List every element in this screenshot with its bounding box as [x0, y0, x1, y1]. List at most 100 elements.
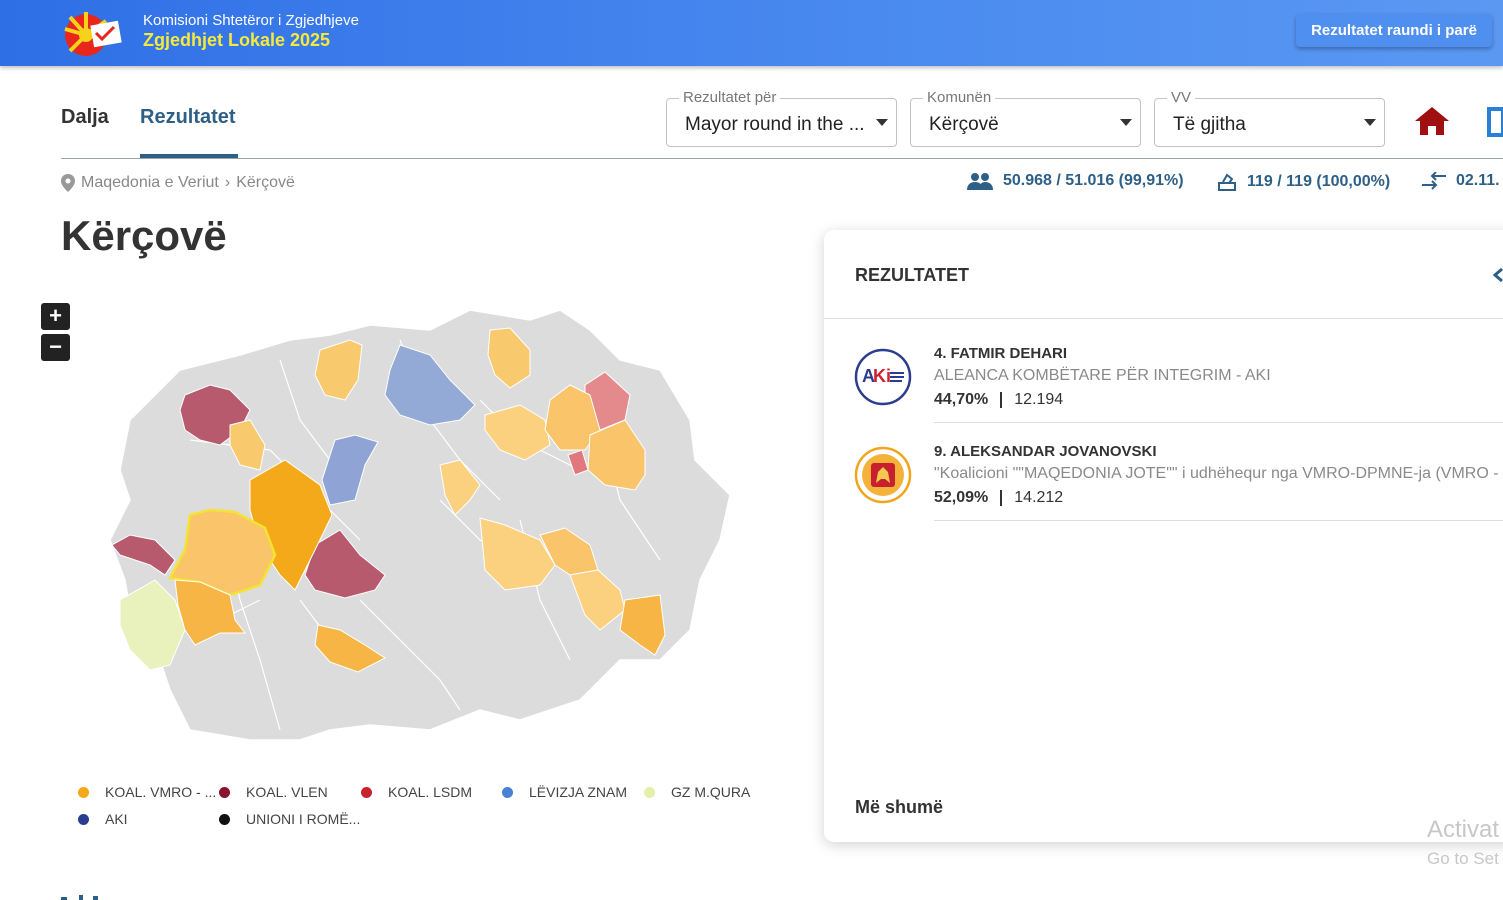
updated-stat: 02.11. — [1422, 172, 1500, 190]
chevron-down-icon — [1364, 119, 1376, 126]
region-vmro-south-east — [619, 594, 666, 656]
zoom-out-button[interactable]: − — [41, 334, 70, 361]
svg-text:A: A — [862, 366, 875, 386]
location-pin-icon — [61, 174, 75, 192]
municipality-value: Kërçovë — [929, 114, 999, 135]
region-vmro-center-2 — [479, 517, 556, 591]
legend-label: GZ M.QURA — [671, 784, 751, 800]
panel-divider — [824, 318, 1503, 319]
candidate-divider — [934, 520, 1503, 521]
candidate-stats: 44,70% 12.194 — [934, 391, 1063, 409]
map-book-icon[interactable] — [1486, 107, 1503, 137]
legend-item[interactable]: AKI — [78, 811, 128, 827]
polling-stations-stat: 119 / 119 (100,00%) — [1217, 172, 1390, 192]
chevron-right-icon: › — [224, 174, 231, 191]
region-vlen-west — [111, 534, 176, 576]
candidate-percent: 44,70% — [934, 391, 989, 408]
region-vmro-center-1 — [439, 459, 481, 516]
chevron-down-icon — [1120, 119, 1132, 126]
page-title: Kërçovë — [61, 212, 227, 259]
results-for-select[interactable]: Rezultatet për Mayor round in the ... — [666, 89, 897, 147]
kshz-logo — [64, 12, 122, 56]
tab-results[interactable]: Rezultatet — [140, 106, 236, 128]
stats-separator — [1000, 490, 1003, 506]
legend-item[interactable]: KOAL. LSDM — [361, 784, 472, 800]
commission-name: Komisioni Shtetëror i Zgjedhjeve — [143, 12, 359, 29]
region-znam-center — [321, 434, 379, 506]
legend-dot — [644, 786, 655, 798]
candidate-percent: 52,09% — [934, 489, 989, 506]
region-vmro-east-1 — [484, 404, 551, 461]
results-title: REZULTATET — [855, 265, 969, 285]
stats-separator — [1000, 392, 1003, 408]
windows-activation-watermark: Activat — [1427, 816, 1500, 843]
legend-dot — [219, 813, 230, 825]
svg-text:Ki: Ki — [873, 366, 891, 386]
region-vlen-kicevo-east — [304, 529, 386, 599]
municipality-select[interactable]: Komunën Kërçovë — [910, 89, 1141, 147]
first-round-results-button[interactable]: Rezultatet raundi i parë — [1296, 14, 1492, 47]
region-znam-north — [384, 344, 476, 426]
chevron-left-icon[interactable] — [1493, 268, 1503, 282]
tabs-divider — [61, 158, 1503, 159]
polling-station-value: Të gjitha — [1173, 114, 1246, 135]
candidate-name: 4. FATMIR DEHARI — [934, 345, 1068, 362]
home-icon[interactable] — [1414, 106, 1450, 136]
candidate-votes: 12.194 — [1014, 391, 1064, 408]
region-vmro-south-3 — [314, 624, 386, 673]
more-link[interactable]: Më shumë — [855, 797, 944, 817]
region-vmro-south-west — [174, 579, 247, 646]
active-tab-indicator — [140, 154, 238, 158]
municipality-label: Komunën — [923, 89, 996, 106]
region-vmro-selected — [168, 508, 277, 597]
region-vmro-north-2 — [487, 327, 531, 389]
legend-item[interactable]: GZ M.QURA — [644, 784, 750, 800]
section-icon — [61, 895, 98, 900]
results-for-label: Rezultatet për — [679, 89, 781, 106]
breadcrumb: Maqedonia e Veriut › Kërçovë — [61, 174, 295, 192]
municipality-map[interactable] — [100, 300, 740, 740]
people-icon — [967, 173, 993, 190]
candidate-party: "Koalicioni ""MAQEDONIA JOTE"" i udhëheq… — [934, 465, 1503, 482]
ballot-box-icon — [1218, 173, 1236, 191]
legend-item[interactable]: UNIONI I ROMË... — [219, 811, 360, 827]
updated-value: 02.11. — [1456, 172, 1500, 189]
legend-label: AKI — [105, 811, 128, 827]
legend-label: KOAL. VMRO - ... — [105, 784, 217, 800]
polling-station-label: VV — [1167, 89, 1196, 106]
legend-label: KOAL. VLEN — [246, 784, 328, 800]
legend-dot — [502, 786, 513, 798]
candidate-stats: 52,09% 14.212 — [934, 489, 1063, 507]
polling-station-select[interactable]: VV Të gjitha — [1154, 89, 1385, 147]
legend-dot — [219, 786, 230, 798]
region-vmro-east-3 — [587, 419, 646, 491]
breadcrumb-root[interactable]: Maqedonia e Veriut — [81, 174, 219, 191]
legend-item[interactable]: LËVIZJA ZNAM — [502, 784, 627, 800]
region-gz-south-west — [119, 579, 186, 671]
legend-label: UNIONI I ROMË... — [246, 811, 361, 827]
top-bar: Komisioni Shtetëror i Zgjedhjeve Zgjedhj… — [0, 0, 1503, 66]
legend-item[interactable]: KOAL. VLEN — [219, 784, 328, 800]
aki-party-logo: A Ki — [854, 348, 912, 406]
tab-turnout[interactable]: Dalja — [61, 106, 109, 128]
polling-stations-value: 119 / 119 (100,00%) — [1247, 173, 1391, 190]
vmro-lion-icon — [854, 446, 912, 504]
candidate-divider — [934, 422, 1503, 423]
region-vmro-west-2 — [229, 419, 266, 471]
results-panel: REZULTATET A Ki 4. FATMIR DEHARI ALEANCA… — [824, 230, 1503, 842]
legend-dot — [78, 813, 89, 825]
results-for-value: Mayor round in the ... — [685, 114, 865, 135]
legend-dot — [361, 786, 372, 798]
region-vmro-north-1 — [314, 339, 363, 401]
swap-arrows-icon — [1422, 172, 1446, 190]
voters-stat: 50.968 / 51.016 (99,91%) — [967, 172, 1184, 190]
candidate-party: ALEANCA KOMBËTARE PËR INTEGRIM - AKI — [934, 367, 1271, 384]
zoom-in-button[interactable]: + — [41, 303, 70, 330]
legend-item[interactable]: KOAL. VMRO - ... — [78, 784, 216, 800]
chevron-down-icon — [876, 119, 888, 126]
legend-label: KOAL. LSDM — [388, 784, 473, 800]
candidate-name: 9. ALEKSANDAR JOVANOVSKI — [934, 443, 1157, 460]
legend-label: LËVIZJA ZNAM — [529, 784, 628, 800]
legend-dot — [78, 786, 89, 798]
breadcrumb-current: Kërçovë — [236, 174, 295, 191]
